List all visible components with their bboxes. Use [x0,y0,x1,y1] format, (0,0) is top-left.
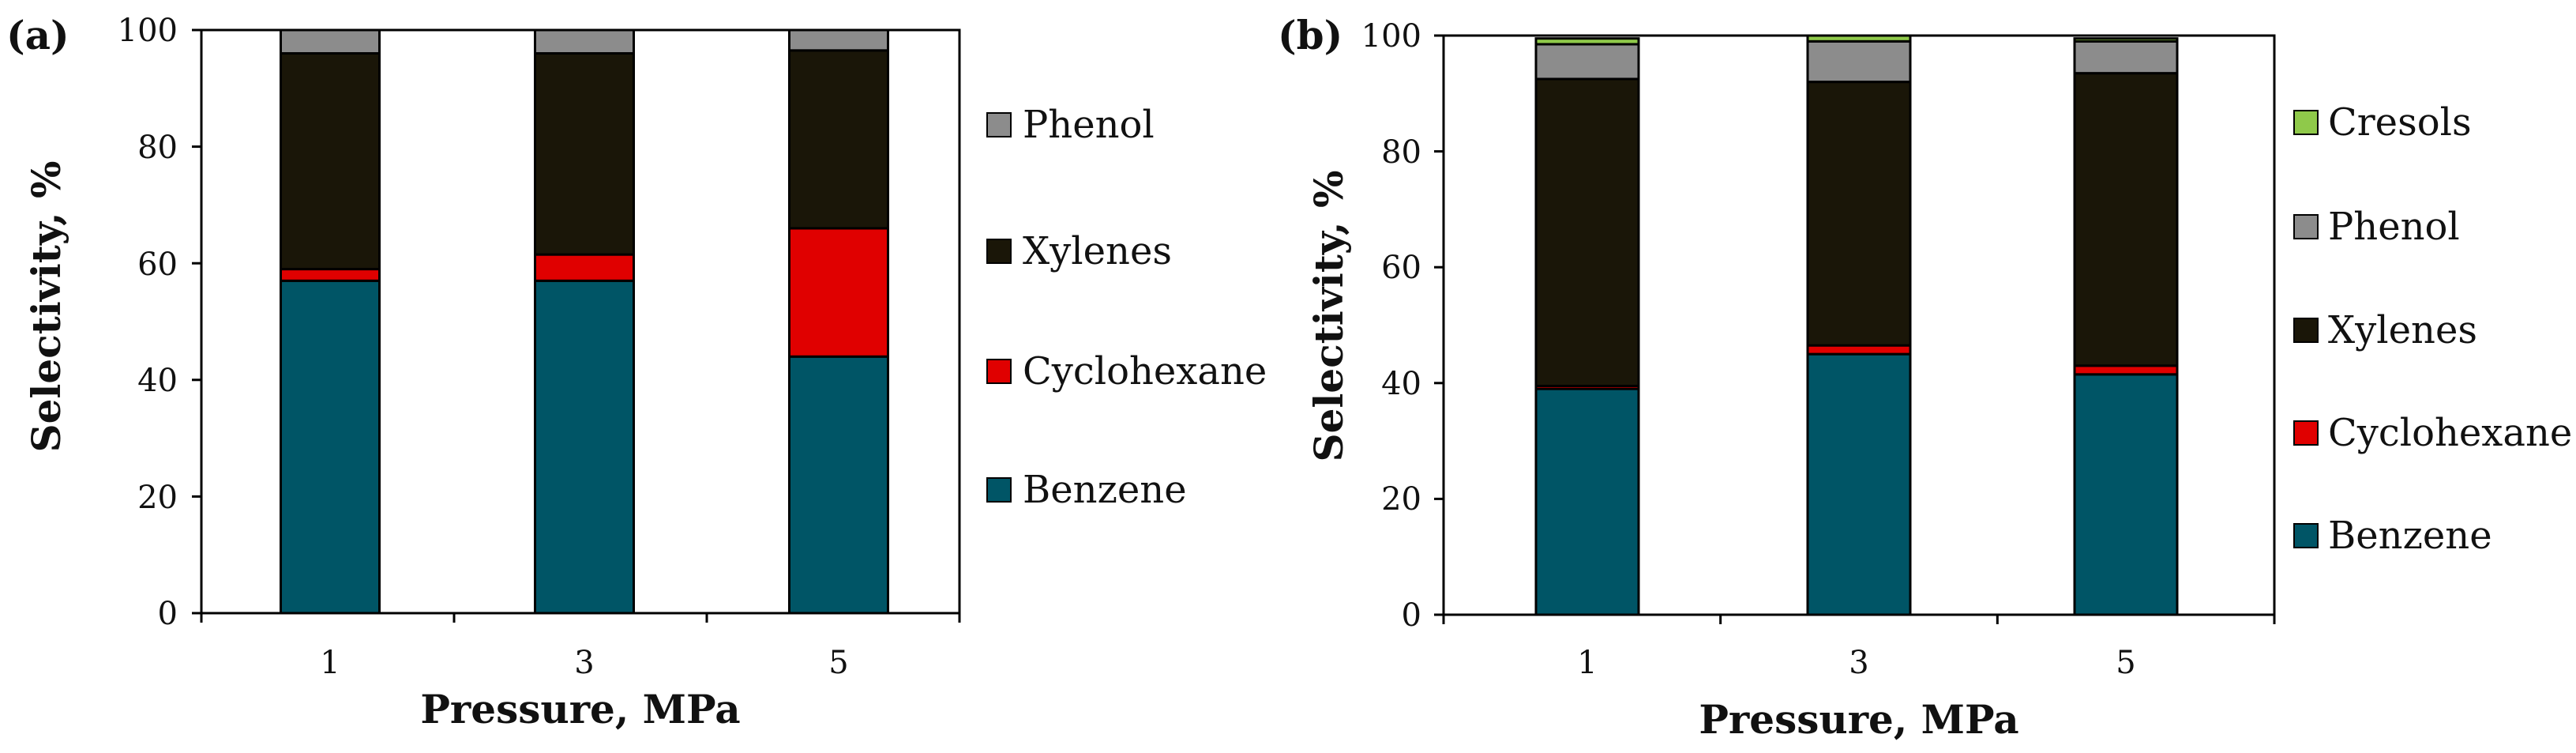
panel-b-bar-xylenes-p1 [1534,77,1640,387]
panel-b-bars [1534,34,2179,616]
legend-swatch-benzene [986,477,1012,503]
panel-a-y-tick-label: 100 [118,13,178,49]
panel-a-x-axis-title: Pressure, MPa [420,686,740,732]
panel-a-bar-xylenes-p1 [280,52,381,271]
panel-a-y-tick-label: 40 [137,363,178,399]
panel-b-y-tick-label: 100 [1361,18,1421,55]
panel-b-bar-benzene-p3 [1806,352,1912,616]
legend-label-cyclohexane: Cyclohexane [1023,349,1267,393]
legend-swatch-cyclohexane [2293,420,2319,446]
panel-a-y-tick-label: 0 [158,596,178,632]
panel-b-y-ticks [1434,34,1444,616]
panel-a-bar-benzene-p3 [534,279,635,615]
panel-a-bar-cyclohexane-p5 [788,227,889,358]
panel-b-x-tick-label: 1 [1577,645,1597,681]
panel-b-bar-cyclohexane-p3 [1806,344,1912,356]
panel-a-bar-phenol-p1 [280,28,381,55]
panel-b-bar-cresols-p5 [2073,37,2179,43]
legend-label-phenol: Phenol [1023,103,1155,147]
panel-a-label: (a) [6,12,69,58]
panel-a-bar-cyclohexane-p3 [534,253,635,282]
legend-swatch-cyclohexane [986,359,1012,384]
panel-b-y-tick-label: 80 [1381,134,1421,171]
panel-a-y-tick-label: 20 [137,480,178,516]
panel-a-y-ticks [192,28,201,615]
panel-a-x-tick-label: 3 [574,645,594,681]
panel-b-x-tick-label: 5 [2116,645,2135,681]
panel-a-bar-xylenes-p3 [534,52,635,256]
panel-a-bar-benzene-p1 [280,279,381,615]
legend-swatch-xylenes [2293,318,2319,343]
panel-a-bars [280,28,889,615]
panel-b-bar-phenol-p1 [1534,43,1640,81]
panel-b-bar-cyclohexane-p5 [2073,364,2179,376]
panel-a-bar-xylenes-p5 [788,49,889,230]
panel-a-x-ticks [200,613,961,623]
panel-a-bar-benzene-p5 [788,355,889,615]
panel-a-bar-phenol-p5 [788,28,889,52]
panel-b-bar-xylenes-p5 [2073,72,2179,367]
legend-swatch-phenol [986,112,1012,137]
panel-b-x-tick-label: 3 [1849,645,1868,681]
panel-b-bar-benzene-p5 [2073,373,2179,616]
panel-b-y-tick-label: 20 [1381,481,1421,518]
legend-swatch-cresols [2293,110,2319,135]
legend-label-cyclohexane: Cyclohexane [2328,411,2572,455]
panel-b-y-tick-label: 0 [1402,597,1421,634]
panel-b-x-axis-title: Pressure, MPa [1699,696,2018,743]
legend-label-benzene: Benzene [1023,468,1187,512]
panel-a-y-tick-label: 60 [137,247,178,283]
panel-a: (a) Selectivity, % 1 3 5 Pressure, MPa 0… [6,12,1267,732]
panel-b-bar-phenol-p5 [2073,40,2179,75]
legend-label-xylenes: Xylenes [2328,308,2477,352]
panel-a-x-tick-label: 1 [320,645,340,681]
panel-a-y-tick-label: 80 [137,130,178,166]
panel-b-label: (b) [1278,12,1342,58]
panel-b-y-axis-title: Selectivity, % [1305,171,1352,462]
panel-a-bar-phenol-p3 [534,28,635,55]
legend-swatch-benzene [2293,523,2319,548]
legend-label-benzene: Benzene [2328,514,2492,558]
panel-b-bar-cresols-p1 [1534,37,1640,46]
panel-b-bar-xylenes-p3 [1806,81,1912,347]
panel-b-bar-phenol-p3 [1806,40,1912,84]
panel-b-y-tick-label: 60 [1381,250,1421,286]
legend-label-cresols: Cresols [2328,100,2472,145]
panel-b: (b) Selectivity, % 1 3 5 Pressure, MPa 0… [1278,12,2572,743]
panel-b-y-tick-label: 40 [1381,366,1421,402]
panel-a-bar-cyclohexane-p1 [280,268,381,282]
panel-b-x-ticks [1442,615,2276,624]
legend-swatch-phenol [2293,214,2319,239]
panel-a-x-tick-label: 5 [828,645,848,681]
legend-label-xylenes: Xylenes [1023,229,1172,273]
panel-b-bar-benzene-p1 [1534,387,1640,616]
legend-label-phenol: Phenol [2328,205,2460,249]
panel-a-y-axis-title: Selectivity, % [23,161,69,453]
legend-swatch-xylenes [986,239,1012,264]
panel-b-bar-cresols-p3 [1806,34,1912,43]
